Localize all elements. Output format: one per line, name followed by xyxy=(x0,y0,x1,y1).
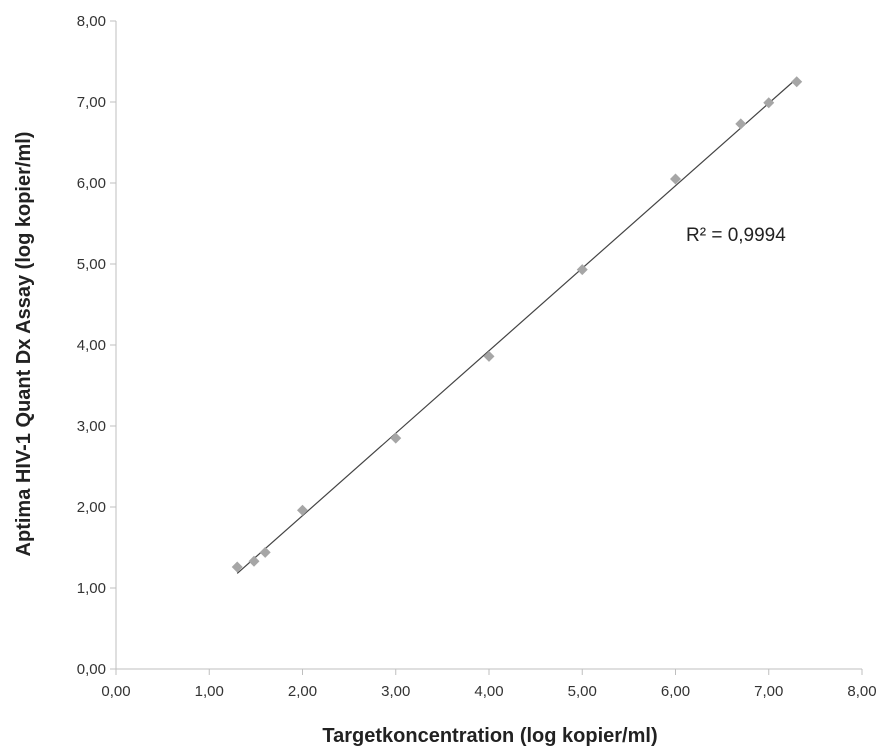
data-point xyxy=(231,561,243,573)
x-tick-label: 6,00 xyxy=(661,683,690,700)
trendline xyxy=(236,78,798,574)
data-point xyxy=(259,546,271,558)
x-tick-label: 5,00 xyxy=(568,683,597,700)
x-tick-label: 0,00 xyxy=(101,683,130,700)
data-points xyxy=(231,76,803,573)
y-tick-label: 4,00 xyxy=(77,337,106,354)
y-tick-label: 3,00 xyxy=(77,418,106,435)
data-point xyxy=(248,555,260,567)
x-tick-label: 3,00 xyxy=(381,683,410,700)
data-point xyxy=(735,118,747,130)
data-point xyxy=(483,350,495,362)
x-axis-ticks: 0,00 1,00 2,00 3,00 4,00 5,00 6,00 7,00 8,00 xyxy=(101,669,877,700)
y-axis-ticks: 0,00 1,00 2,00 3,00 4,00 5,00 6,00 7,00 8,00 xyxy=(77,13,116,678)
x-axis-title: Targetkoncentration (log kopier/ml) xyxy=(322,725,657,747)
data-point xyxy=(390,432,402,444)
data-point xyxy=(670,173,681,185)
x-tick-label: 7,00 xyxy=(754,683,783,700)
x-tick-label: 1,00 xyxy=(195,683,224,700)
x-tick-label: 8,00 xyxy=(847,683,876,700)
y-tick-label: 6,00 xyxy=(77,175,106,192)
data-point xyxy=(297,504,308,516)
data-point xyxy=(791,76,803,88)
y-tick-label: 8,00 xyxy=(77,13,106,30)
axes xyxy=(115,21,862,670)
x-tick-label: 4,00 xyxy=(474,683,503,700)
y-tick-label: 0,00 xyxy=(77,661,106,678)
data-point xyxy=(763,97,775,109)
data-point xyxy=(576,264,588,276)
y-tick-label: 7,00 xyxy=(77,94,106,111)
r-squared-annotation: R² = 0,9994 xyxy=(686,225,786,246)
y-tick-label: 1,00 xyxy=(77,580,106,597)
y-tick-label: 5,00 xyxy=(77,256,106,273)
y-axis-title: Aptima HIV-1 Quant Dx Assay (log kopier/… xyxy=(13,132,35,557)
y-tick-label: 2,00 xyxy=(77,499,106,516)
x-tick-label: 2,00 xyxy=(288,683,317,700)
trendline-group xyxy=(236,78,798,574)
